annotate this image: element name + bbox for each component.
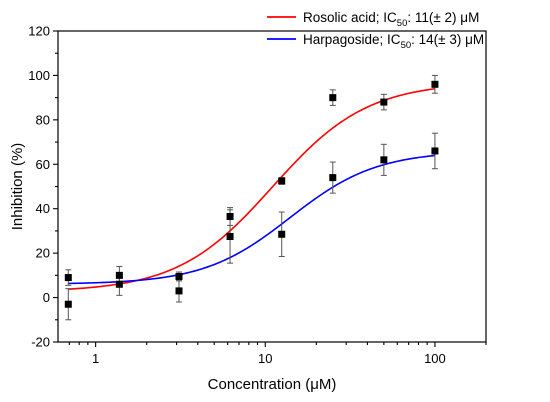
y-tick-label: 20 <box>36 246 50 261</box>
data-point <box>115 271 123 279</box>
y-tick-label: 60 <box>36 157 50 172</box>
data-point <box>64 300 72 308</box>
legend: Rosolic acid; IC50: 11(± 2) μM Harpagosid… <box>267 10 484 51</box>
x-axis-label: Concentration (μM) <box>208 376 337 393</box>
x-tick-label: 100 <box>424 351 446 366</box>
data-point <box>226 212 234 220</box>
x-tick-label: 1 <box>92 351 99 366</box>
y-tick-label: 80 <box>36 112 50 127</box>
y-tick-label: 40 <box>36 201 50 216</box>
y-axis-label: Inhibition (%) <box>9 143 26 231</box>
x-tick-label: 10 <box>258 351 272 366</box>
data-point <box>115 280 123 288</box>
data-point <box>278 230 286 238</box>
data-point <box>329 174 337 182</box>
data-point <box>329 94 337 102</box>
legend-label: Harpagoside; IC50: 14(± 3) μM <box>303 32 484 51</box>
data-point <box>431 147 439 155</box>
data-point <box>431 80 439 88</box>
data-point <box>175 287 183 295</box>
legend-label: Rosolic acid; IC50: 11(± 2) μM <box>303 10 479 29</box>
y-tick-label: -20 <box>31 335 50 350</box>
data-point <box>226 232 234 240</box>
fit-curves <box>68 87 436 290</box>
data-point <box>278 177 286 185</box>
fit-curve <box>68 154 436 285</box>
y-tick-label: 100 <box>28 68 50 83</box>
data-point <box>175 272 183 280</box>
y-tick-label: 120 <box>28 24 50 39</box>
data-points <box>64 80 439 308</box>
data-point <box>380 156 388 164</box>
fit-curve <box>68 87 436 290</box>
y-tick-label: 0 <box>43 290 50 305</box>
data-point <box>64 274 72 282</box>
data-point <box>380 98 388 106</box>
